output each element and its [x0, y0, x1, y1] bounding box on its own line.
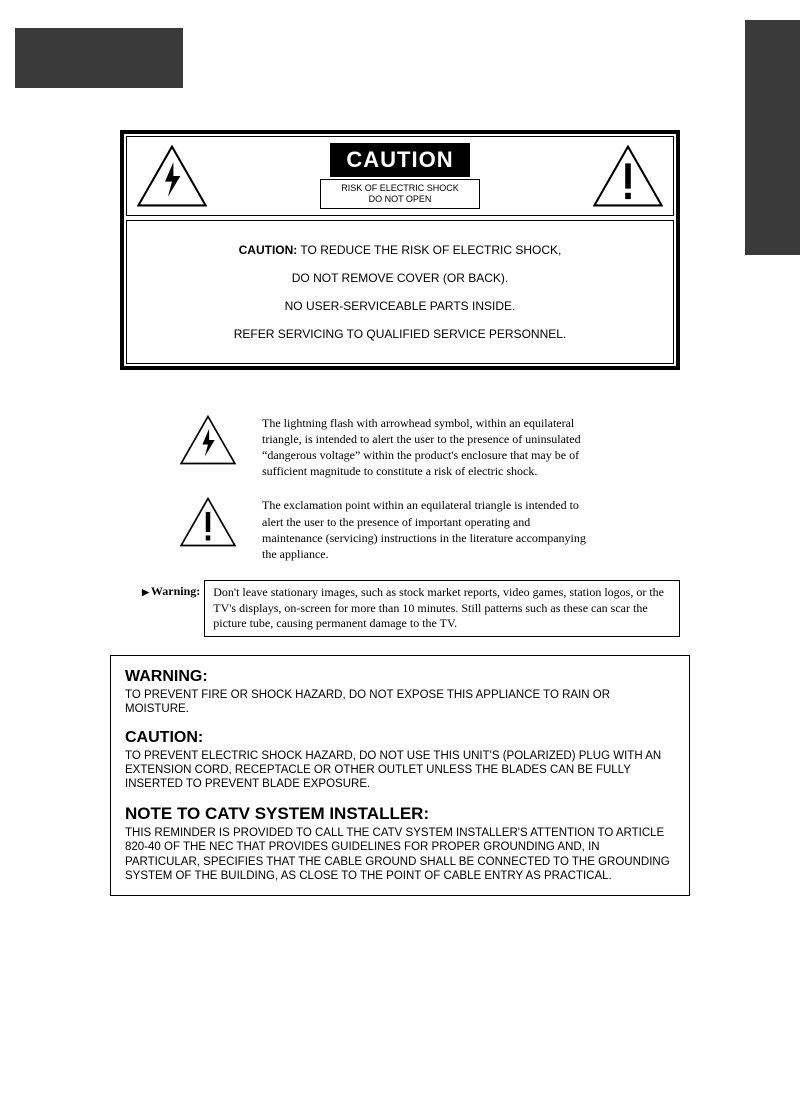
- redaction-top-right: [745, 20, 800, 255]
- redaction-top-left: [15, 28, 183, 88]
- exclamation-triangle-icon: [593, 145, 663, 207]
- warning-text: TO PREVENT FIRE OR SHOCK HAZARD, DO NOT …: [125, 688, 675, 717]
- caution-body-line2: DO NOT REMOVE COVER (OR BACK).: [145, 271, 655, 285]
- exclamation-triangle-icon: [180, 497, 236, 547]
- note-text: THIS REMINDER IS PROVIDED TO CALL THE CA…: [125, 826, 675, 884]
- lightning-triangle-icon: [137, 145, 207, 207]
- warning-label: Warning:: [142, 580, 200, 637]
- caution-body-label: CAUTION:: [239, 243, 298, 257]
- caution-body: CAUTION: TO REDUCE THE RISK OF ELECTRIC …: [126, 220, 674, 364]
- caution-heading: CAUTION:: [125, 729, 675, 747]
- warning-heading: WARNING:: [125, 668, 675, 686]
- caution-title: CAUTION: [330, 143, 469, 177]
- caution-body-line4: REFER SERVICING TO QUALIFIED SERVICE PER…: [145, 327, 655, 341]
- page-content: CAUTION RISK OF ELECTRIC SHOCK DO NOT OP…: [120, 130, 680, 896]
- caution-subtitle-line2: DO NOT OPEN: [369, 194, 432, 204]
- caution-text: TO PREVENT ELECTRIC SHOCK HAZARD, DO NOT…: [125, 749, 675, 792]
- safety-notices-box: WARNING: TO PREVENT FIRE OR SHOCK HAZARD…: [110, 655, 690, 896]
- caution-header: CAUTION RISK OF ELECTRIC SHOCK DO NOT OP…: [126, 136, 674, 216]
- exclamation-explanation-row: The exclamation point within an equilate…: [180, 497, 680, 562]
- lightning-triangle-icon: [180, 415, 236, 465]
- warning-box-text: Don't leave stationary images, such as s…: [204, 580, 680, 637]
- caution-subtitle-line1: RISK OF ELECTRIC SHOCK: [341, 183, 459, 193]
- exclamation-explanation-text: The exclamation point within an equilate…: [262, 497, 592, 562]
- screen-burn-warning: Warning: Don't leave stationary images, …: [142, 580, 680, 637]
- caution-body-line3: NO USER-SERVICEABLE PARTS INSIDE.: [145, 299, 655, 313]
- note-heading: NOTE TO CATV SYSTEM INSTALLER:: [125, 804, 675, 824]
- lightning-explanation-row: The lightning flash with arrowhead symbo…: [180, 415, 680, 480]
- caution-body-line1: CAUTION: TO REDUCE THE RISK OF ELECTRIC …: [145, 243, 655, 257]
- caution-body-line1-text: TO REDUCE THE RISK OF ELECTRIC SHOCK,: [297, 243, 561, 257]
- caution-subtitle: RISK OF ELECTRIC SHOCK DO NOT OPEN: [320, 179, 480, 209]
- lightning-explanation-text: The lightning flash with arrowhead symbo…: [262, 415, 592, 480]
- caution-title-block: CAUTION RISK OF ELECTRIC SHOCK DO NOT OP…: [215, 143, 585, 209]
- caution-panel: CAUTION RISK OF ELECTRIC SHOCK DO NOT OP…: [120, 130, 680, 370]
